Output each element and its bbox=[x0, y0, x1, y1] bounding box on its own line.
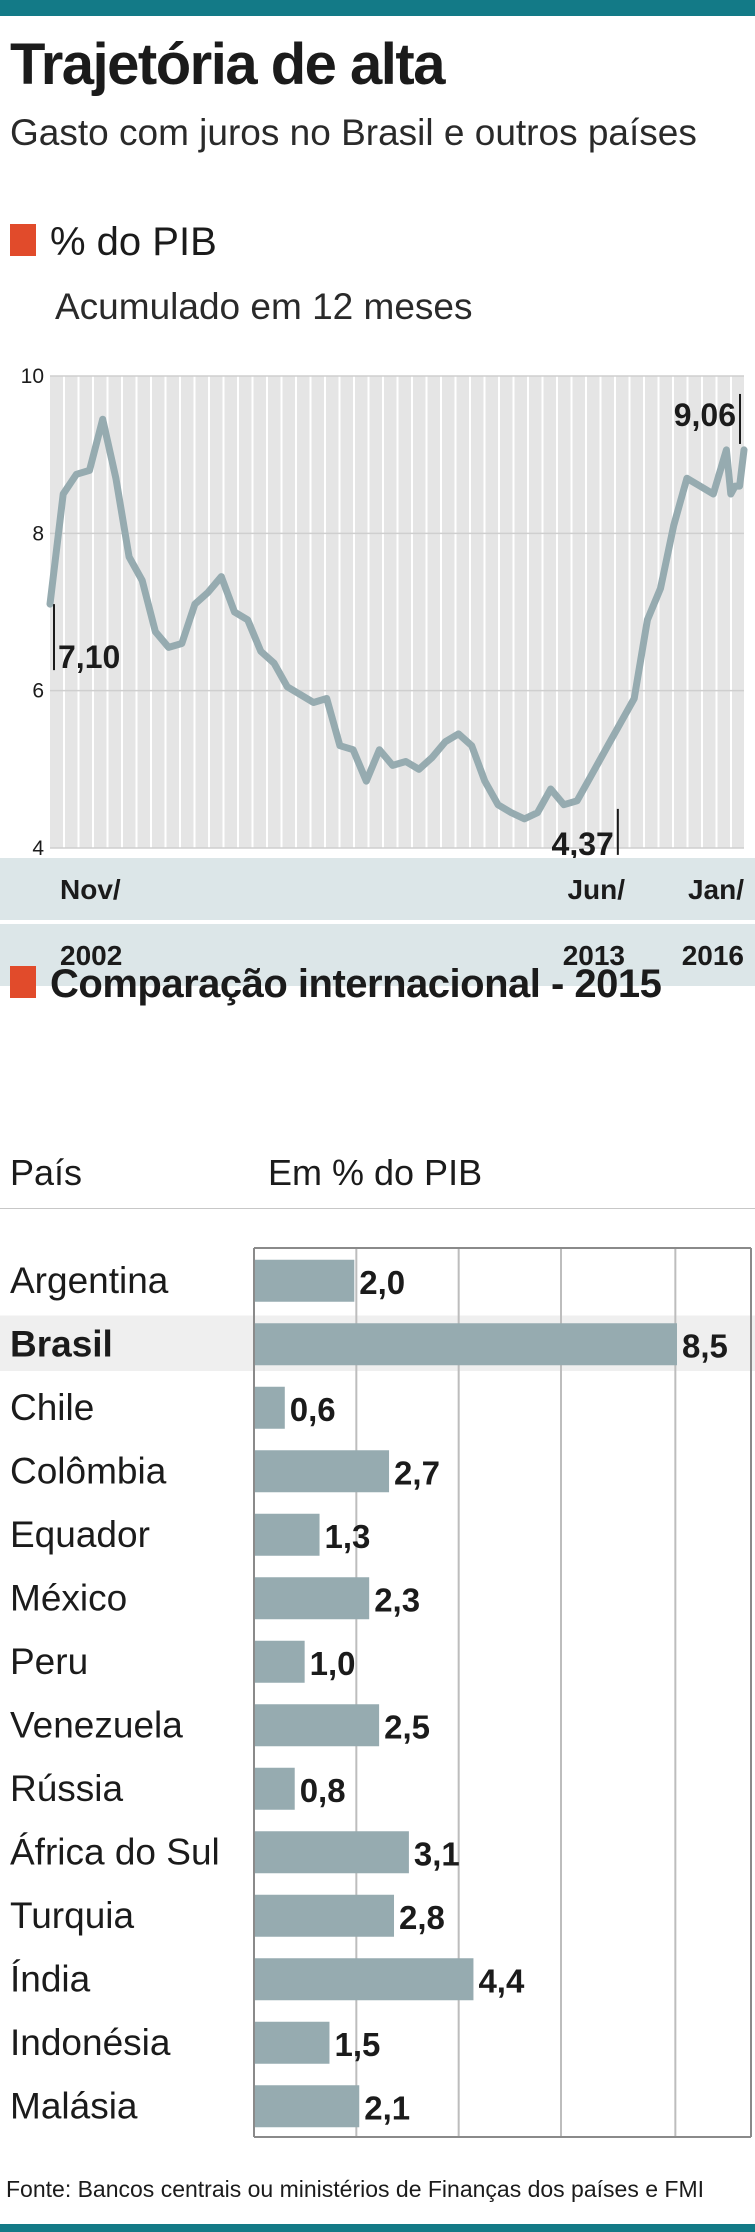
value-label: 1,0 bbox=[310, 1645, 356, 1682]
annotation-start-label: 7,10 bbox=[58, 639, 120, 675]
category-label: Peru bbox=[10, 1641, 88, 1682]
chart-title: Trajetória de alta bbox=[10, 32, 445, 97]
category-label: Equador bbox=[10, 1514, 150, 1555]
bar bbox=[255, 1958, 474, 2001]
category-label: Brasil bbox=[10, 1323, 113, 1364]
value-column-header: Em % do PIB bbox=[268, 1152, 483, 1193]
value-label: 2,0 bbox=[359, 1264, 405, 1301]
line-chart: 10 8 6 4 7,10 4,37 9,06 Nov/2002 Jun/2013 Jan/201… bbox=[0, 365, 755, 986]
value-label: 1,5 bbox=[334, 2026, 380, 2063]
bar bbox=[255, 1704, 380, 1747]
country-column-header: País bbox=[10, 1152, 83, 1193]
x-tick-label: Jun/ bbox=[567, 874, 625, 905]
category-label: Turquia bbox=[10, 1895, 135, 1936]
x-tick-label: Nov/ bbox=[60, 874, 121, 905]
category-label: Índia bbox=[10, 1958, 91, 1999]
bar bbox=[255, 1577, 370, 1620]
category-label: Rússia bbox=[10, 1768, 124, 1809]
series-line bbox=[46, 415, 748, 823]
category-label: Venezuela bbox=[10, 1704, 183, 1745]
section-marker-pib bbox=[10, 224, 36, 256]
category-label: África do Sul bbox=[10, 1831, 220, 1872]
line-chart-title: % do PIB bbox=[50, 220, 217, 264]
bar bbox=[255, 1894, 395, 1937]
x-tick-label: 2002 bbox=[60, 940, 122, 971]
bar bbox=[255, 1386, 285, 1429]
top-accent-bar bbox=[0, 0, 755, 16]
category-label: Colômbia bbox=[10, 1450, 167, 1491]
y-tick-label: 6 bbox=[32, 680, 44, 703]
section-marker-comparison bbox=[10, 966, 36, 998]
category-label: Argentina bbox=[10, 1260, 169, 1301]
bar bbox=[255, 1323, 677, 1366]
line-chart-subtitle: Acumulado em 12 meses bbox=[55, 286, 473, 327]
chart-subtitle: Gasto com juros no Brasil e outros paíse… bbox=[10, 112, 697, 153]
x-tick-label: 2016 bbox=[682, 940, 744, 971]
value-label: 2,1 bbox=[364, 2089, 410, 2126]
annotation-end-label: 9,06 bbox=[674, 397, 736, 433]
x-tick-label: Jan/ bbox=[688, 874, 744, 905]
header-divider bbox=[0, 1208, 755, 1209]
x-axis-band bbox=[0, 858, 755, 920]
bar bbox=[255, 1640, 305, 1683]
x-tick-label: 2013 bbox=[563, 940, 625, 971]
bar bbox=[255, 2021, 330, 2064]
category-label: Malásia bbox=[10, 2085, 138, 2126]
category-label: México bbox=[10, 1577, 127, 1618]
y-tick-label: 10 bbox=[21, 365, 44, 388]
annotation-min-label: 4,37 bbox=[552, 826, 614, 862]
category-label: Indonésia bbox=[10, 2022, 171, 2063]
bar bbox=[255, 1450, 390, 1493]
value-label: 3,1 bbox=[414, 1835, 460, 1872]
y-tick-label: 4 bbox=[32, 837, 44, 860]
bar bbox=[255, 1831, 409, 1874]
value-label: 2,5 bbox=[384, 1708, 430, 1745]
value-label: 4,4 bbox=[478, 1962, 525, 1999]
bar-chart-title: Comparação internacional - 2015 bbox=[50, 962, 662, 1006]
bar bbox=[255, 2085, 360, 2128]
value-label: 0,8 bbox=[300, 1772, 346, 1809]
category-label: Chile bbox=[10, 1387, 94, 1428]
value-label: 0,6 bbox=[290, 1391, 336, 1428]
bar-gridlines bbox=[355, 1248, 677, 2137]
value-label: 2,7 bbox=[394, 1454, 440, 1491]
value-label: 2,3 bbox=[374, 1581, 420, 1618]
y-tick-label: 8 bbox=[32, 522, 44, 545]
bar bbox=[255, 1767, 295, 1810]
value-label: 8,5 bbox=[682, 1327, 728, 1364]
bar bbox=[255, 1259, 355, 1302]
value-label: 1,3 bbox=[325, 1518, 371, 1555]
value-label: 2,8 bbox=[399, 1899, 445, 1936]
x-axis-band bbox=[0, 924, 755, 986]
bar bbox=[255, 1513, 320, 1556]
bottom-accent-bar bbox=[0, 2224, 755, 2232]
source-note: Fonte: Bancos centrais ou ministérios de… bbox=[6, 2176, 704, 2202]
